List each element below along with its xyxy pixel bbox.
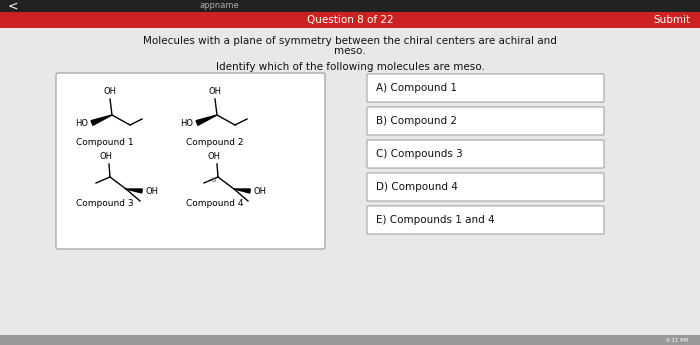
Text: <: <	[8, 0, 22, 12]
Text: Compound 4: Compound 4	[186, 199, 244, 208]
Text: Molecules with a plane of symmetry between the chiral centers are achiral and: Molecules with a plane of symmetry betwe…	[143, 36, 557, 46]
Text: C) Compounds 3: C) Compounds 3	[376, 149, 463, 159]
Text: Question 8 of 22: Question 8 of 22	[307, 15, 393, 25]
Text: Identify which of the following molecules are meso.: Identify which of the following molecule…	[216, 62, 484, 72]
Text: Compound 2: Compound 2	[186, 138, 244, 147]
FancyBboxPatch shape	[367, 107, 604, 135]
Text: OH: OH	[254, 187, 267, 196]
Text: OH: OH	[104, 87, 116, 96]
Text: Compound 1: Compound 1	[76, 138, 134, 147]
FancyBboxPatch shape	[367, 173, 604, 201]
Bar	[0, 0, 700, 12]
FancyBboxPatch shape	[56, 73, 325, 249]
Text: HO: HO	[75, 118, 88, 128]
Text: Submit: Submit	[653, 15, 691, 25]
Polygon shape	[91, 115, 112, 125]
Text: Compound 3: Compound 3	[76, 199, 134, 208]
Text: E) Compounds 1 and 4: E) Compounds 1 and 4	[376, 215, 495, 225]
FancyBboxPatch shape	[367, 140, 604, 168]
Text: OH: OH	[99, 152, 113, 161]
Text: HO: HO	[180, 118, 193, 128]
Text: B) Compound 2: B) Compound 2	[376, 116, 457, 126]
Polygon shape	[234, 189, 250, 193]
Text: OH: OH	[207, 152, 220, 161]
FancyBboxPatch shape	[367, 74, 604, 102]
Text: 9:11 PM: 9:11 PM	[666, 337, 688, 343]
Text: meso.: meso.	[334, 46, 366, 56]
Text: OH: OH	[146, 187, 159, 196]
Text: appname: appname	[200, 1, 239, 10]
Text: OH: OH	[209, 87, 221, 96]
Bar	[0, 335, 700, 345]
Text: b: b	[212, 177, 216, 183]
Polygon shape	[126, 189, 142, 193]
FancyBboxPatch shape	[367, 206, 604, 234]
Bar	[0, 12, 700, 28]
Text: D) Compound 4: D) Compound 4	[376, 182, 458, 192]
Text: A) Compound 1: A) Compound 1	[376, 83, 457, 93]
Polygon shape	[196, 115, 217, 125]
